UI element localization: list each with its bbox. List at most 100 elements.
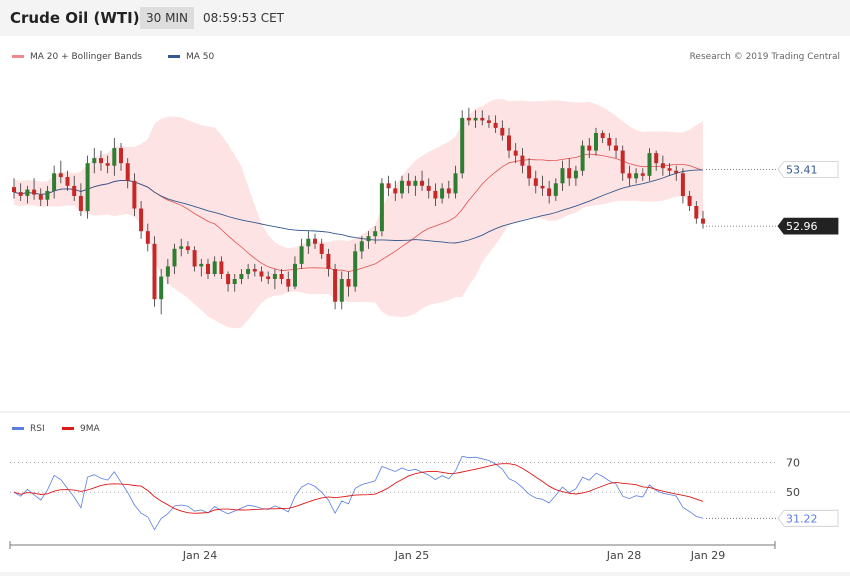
candle-body xyxy=(85,163,90,212)
credit-text: Research © 2019 Trading Central xyxy=(689,52,840,62)
candle-body xyxy=(78,195,83,211)
candle-body xyxy=(466,117,471,121)
candle-body xyxy=(192,250,197,267)
candle-body xyxy=(520,155,525,166)
time-tick-label: Jan 25 xyxy=(394,549,429,562)
candle-body xyxy=(18,192,23,196)
rsi-tick-label: 50 xyxy=(786,486,800,499)
ma50-price-value: 53.41 xyxy=(786,163,818,176)
candle-body xyxy=(440,188,445,199)
candle-body xyxy=(453,173,458,194)
candle-body xyxy=(594,133,598,151)
last-price-tag xyxy=(777,217,839,235)
candle-body xyxy=(660,163,665,169)
time-tick-label: Jan 29 xyxy=(690,549,725,562)
candle-body xyxy=(172,248,177,267)
legend-rsi-ma-label: 9MA xyxy=(80,424,100,434)
candle-body xyxy=(513,150,518,156)
legend-ma20: MA 20 + Bollinger Bands xyxy=(12,52,142,62)
candle-body xyxy=(540,185,545,189)
interval-button[interactable]: 30 MIN xyxy=(140,7,194,29)
candle-body xyxy=(680,173,685,196)
candle-body xyxy=(25,189,30,196)
legend-ma50: MA 50 xyxy=(168,52,214,62)
candle-body xyxy=(460,117,465,174)
candle-body xyxy=(65,177,70,186)
candle-body xyxy=(45,190,50,200)
candle-body xyxy=(293,263,297,287)
candle-body xyxy=(38,194,43,200)
legend-ma20-label: MA 20 + Bollinger Bands xyxy=(30,52,142,62)
candle-body xyxy=(152,243,157,300)
candle-body xyxy=(219,261,224,274)
candle-body xyxy=(393,188,398,194)
candle-body xyxy=(112,148,117,166)
candle-body xyxy=(58,173,63,178)
candle-body xyxy=(600,133,605,138)
candle-body xyxy=(480,117,485,121)
candle-body xyxy=(279,274,284,279)
candle-body xyxy=(165,266,170,277)
candle-body xyxy=(366,236,371,242)
candle-body xyxy=(379,183,384,232)
candle-body xyxy=(553,183,558,196)
candle-body xyxy=(547,188,552,196)
candle-body xyxy=(239,274,244,279)
candle-body xyxy=(252,269,257,272)
bollinger-band xyxy=(14,99,703,329)
candle-body xyxy=(413,180,418,186)
candle-body xyxy=(259,271,264,277)
candle-body xyxy=(139,208,144,232)
candle-body xyxy=(406,180,411,186)
candle-body xyxy=(420,180,424,186)
rsi-tick-label: 70 xyxy=(786,456,800,469)
candle-body xyxy=(674,170,679,174)
candle-body xyxy=(99,158,103,164)
candle-body xyxy=(614,145,618,151)
candle-body xyxy=(573,170,578,179)
candle-body xyxy=(701,218,705,224)
candle-body xyxy=(199,263,204,267)
candle-body xyxy=(132,180,137,209)
candle-body xyxy=(266,276,271,279)
candle-body xyxy=(400,180,404,194)
candle-body xyxy=(52,173,57,191)
candle-body xyxy=(607,138,612,146)
candle-body xyxy=(426,185,431,191)
candle-body xyxy=(500,127,505,136)
candle-body xyxy=(105,163,110,166)
candle-body xyxy=(286,279,291,287)
legend-rsi-ma: 9MA xyxy=(62,424,100,434)
last-price-value: 52.96 xyxy=(786,220,818,233)
rsi-line xyxy=(13,455,704,531)
legend-rsi: RSI xyxy=(12,424,45,434)
candle-body xyxy=(346,279,351,287)
candle-body xyxy=(179,246,184,249)
candle-body xyxy=(587,145,592,151)
candle-body xyxy=(353,251,358,287)
rsi-ma-swatch xyxy=(62,427,74,430)
candle-body xyxy=(647,153,652,176)
candle-body xyxy=(339,279,344,302)
candle-body xyxy=(92,158,97,164)
candle-body xyxy=(446,188,451,194)
candle-body xyxy=(386,183,391,189)
candle-body xyxy=(72,185,77,196)
candle-body xyxy=(560,168,565,184)
candle-body xyxy=(473,117,478,121)
time-tick-label: Jan 28 xyxy=(606,549,641,562)
candle-body xyxy=(313,238,317,244)
candle-body xyxy=(567,168,572,179)
ma50-swatch xyxy=(168,55,180,58)
candle-body xyxy=(333,269,338,302)
candle-body xyxy=(507,135,511,151)
candle-body xyxy=(306,238,311,247)
candle-body xyxy=(694,206,699,219)
candle-body xyxy=(634,173,639,179)
candle-body xyxy=(232,279,237,284)
candle-body xyxy=(627,173,632,179)
candle-body xyxy=(319,243,324,254)
rsi-last-tag xyxy=(777,509,839,527)
rsi-last-value: 31.22 xyxy=(786,512,818,525)
